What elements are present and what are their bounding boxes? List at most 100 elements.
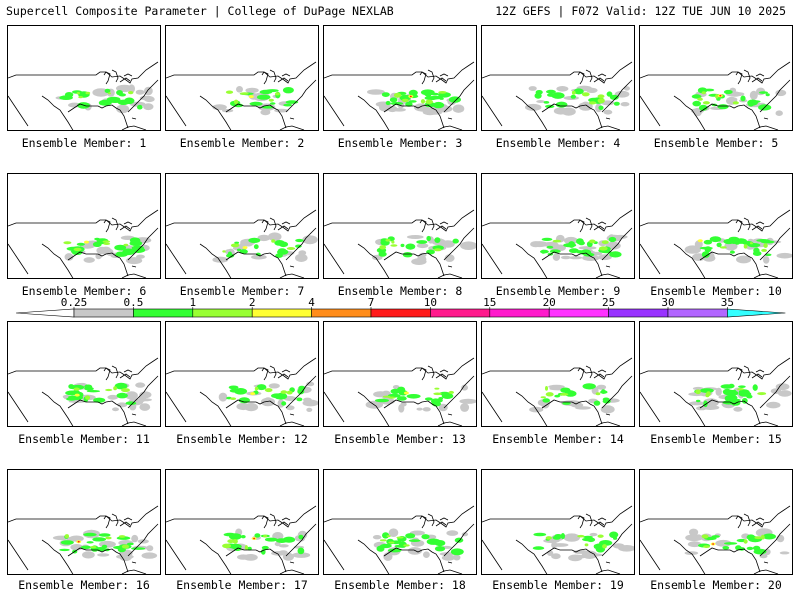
ensemble-map-panel bbox=[639, 321, 793, 427]
conus-map bbox=[8, 357, 159, 426]
colorbar-tick-label: 35 bbox=[721, 296, 734, 309]
scp-shading bbox=[367, 89, 465, 116]
scp-shading bbox=[530, 234, 628, 261]
ensemble-member-label: Ensemble Member: 11 bbox=[18, 432, 150, 446]
colorbar-swatch bbox=[251, 308, 312, 318]
conus-map bbox=[482, 357, 633, 426]
map-outline bbox=[324, 61, 475, 130]
map-outline bbox=[8, 61, 159, 130]
colorbar-tick-label: 20 bbox=[543, 296, 556, 309]
map-outline bbox=[640, 505, 791, 574]
map-outline bbox=[324, 357, 475, 426]
conus-map bbox=[482, 209, 633, 278]
ensemble-map-panel bbox=[165, 25, 319, 131]
colorbar-swatch bbox=[489, 308, 550, 318]
map-outline bbox=[640, 209, 791, 278]
conus-map bbox=[166, 61, 317, 130]
scp-shading bbox=[55, 84, 155, 114]
conus-map bbox=[166, 357, 318, 426]
scp-shading bbox=[529, 383, 620, 414]
ensemble-map-panel bbox=[323, 469, 477, 575]
conus-map bbox=[324, 209, 476, 278]
conus-map bbox=[640, 505, 791, 574]
ensemble-map-panel bbox=[165, 173, 319, 279]
ensemble-member-label: Ensemble Member: 5 bbox=[653, 136, 779, 150]
ensemble-member-label: Ensemble Member: 3 bbox=[337, 136, 463, 150]
ensemble-member-label: Ensemble Member: 20 bbox=[650, 578, 782, 592]
conus-map bbox=[482, 505, 634, 574]
colorbar-legend: 0.25 0.5 1 2 4 7 10 15 20 25 30 35 bbox=[15, 296, 786, 318]
colorbar-tick-label: 25 bbox=[602, 296, 615, 309]
conus-map bbox=[166, 505, 317, 574]
scp-shading bbox=[218, 381, 318, 412]
ensemble-member-label: Ensemble Member: 14 bbox=[492, 432, 624, 446]
ensemble-member-label: Ensemble Member: 13 bbox=[334, 432, 466, 446]
scp-shading bbox=[684, 236, 792, 264]
scp-shading bbox=[62, 382, 153, 412]
ensemble-map-panel bbox=[481, 173, 635, 279]
colorbar-arrow-left bbox=[15, 308, 75, 318]
ensemble-member-label: Ensemble Member: 2 bbox=[179, 136, 305, 150]
map-outline bbox=[166, 61, 317, 130]
map-outline bbox=[640, 61, 791, 130]
scp-shading bbox=[688, 383, 792, 412]
ensemble-map-panel bbox=[639, 469, 793, 575]
ensemble-member-label: Ensemble Member: 10 bbox=[650, 284, 782, 298]
conus-map bbox=[166, 209, 318, 278]
ensemble-map-panel bbox=[165, 469, 319, 575]
ensemble-map-panel bbox=[639, 173, 793, 279]
conus-map bbox=[8, 209, 159, 278]
colorbar-swatch bbox=[430, 308, 491, 318]
colorbar-swatch bbox=[548, 308, 609, 318]
conus-map bbox=[482, 61, 633, 130]
colorbar-tick-label: 0.5 bbox=[123, 296, 143, 309]
ensemble-member-label: Ensemble Member: 6 bbox=[21, 284, 147, 298]
map-outline bbox=[482, 505, 633, 574]
colorbar-swatch bbox=[311, 308, 372, 318]
ensemble-member-label: Ensemble Member: 1 bbox=[21, 136, 147, 150]
scp-shading bbox=[222, 528, 311, 561]
ensemble-map-panel bbox=[323, 173, 477, 279]
ensemble-member-label: Ensemble Member: 19 bbox=[492, 578, 624, 592]
colorbar-tick-label: 1 bbox=[189, 296, 196, 309]
ensemble-map-panel bbox=[7, 173, 161, 279]
map-outline bbox=[482, 61, 633, 130]
colorbar-swatch bbox=[73, 308, 134, 318]
conus-map bbox=[8, 61, 159, 130]
colorbar-tick-label: 30 bbox=[661, 296, 674, 309]
map-outline bbox=[166, 505, 317, 574]
map-outline bbox=[166, 209, 317, 278]
ensemble-map-panel bbox=[323, 321, 477, 427]
conus-map bbox=[640, 209, 792, 278]
chart-title: Supercell Composite Parameter | College … bbox=[6, 4, 394, 18]
colorbar-swatch bbox=[133, 308, 194, 318]
scp-shading bbox=[212, 86, 299, 116]
colorbar-tick-label: 7 bbox=[368, 296, 375, 309]
colorbar-arrow-right bbox=[727, 308, 786, 318]
ensemble-member-label: Ensemble Member: 17 bbox=[176, 578, 308, 592]
scp-shading bbox=[52, 529, 158, 562]
scp-shading bbox=[532, 531, 634, 562]
ensemble-member-label: Ensemble Member: 16 bbox=[18, 578, 150, 592]
colorbar-swatch bbox=[667, 308, 728, 318]
map-outline bbox=[8, 209, 159, 278]
map-outline bbox=[640, 357, 791, 426]
map-outline bbox=[8, 505, 159, 574]
colorbar-swatch bbox=[608, 308, 669, 318]
ensemble-member-label: Ensemble Member: 9 bbox=[495, 284, 621, 298]
ensemble-map-panel bbox=[481, 469, 635, 575]
colorbar-tick-label: 0.25 bbox=[61, 296, 88, 309]
map-outline bbox=[166, 357, 317, 426]
conus-map bbox=[324, 357, 476, 426]
scp-shading bbox=[684, 528, 790, 559]
ensemble-map-panel bbox=[639, 25, 793, 131]
colorbar-tick-label: 2 bbox=[249, 296, 256, 309]
ensemble-map-panel bbox=[7, 469, 161, 575]
scp-shading bbox=[372, 528, 469, 561]
scp-shading bbox=[372, 235, 476, 265]
scp-shading bbox=[525, 85, 630, 116]
ensemble-map-panel bbox=[323, 25, 477, 131]
scp-shading bbox=[365, 384, 476, 413]
ensemble-member-label: Ensemble Member: 12 bbox=[176, 432, 308, 446]
ensemble-map-panel bbox=[481, 321, 635, 427]
